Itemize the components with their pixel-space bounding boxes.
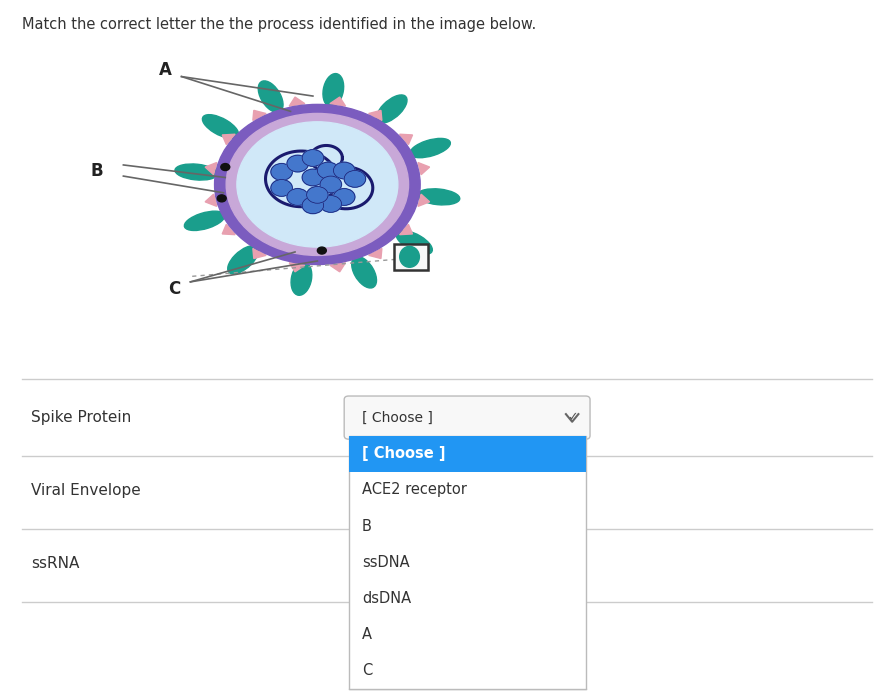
Circle shape [287, 155, 308, 172]
FancyBboxPatch shape [349, 436, 586, 689]
Text: A: A [362, 627, 372, 642]
Polygon shape [253, 248, 266, 258]
Polygon shape [400, 224, 412, 235]
Ellipse shape [291, 262, 312, 295]
Text: ACE2 receptor: ACE2 receptor [362, 482, 467, 498]
Circle shape [320, 176, 342, 193]
Circle shape [271, 180, 292, 196]
Circle shape [217, 195, 226, 202]
Polygon shape [205, 163, 216, 175]
Polygon shape [400, 134, 412, 145]
Circle shape [302, 169, 324, 186]
Ellipse shape [228, 246, 258, 274]
Ellipse shape [400, 246, 419, 267]
FancyBboxPatch shape [344, 396, 590, 439]
Circle shape [221, 164, 230, 171]
FancyBboxPatch shape [349, 436, 586, 472]
Text: ✓: ✓ [567, 411, 578, 424]
Text: Spike Protein: Spike Protein [31, 410, 131, 425]
Circle shape [317, 247, 326, 254]
Circle shape [344, 171, 366, 187]
Text: C: C [168, 280, 181, 298]
Circle shape [237, 122, 398, 247]
Circle shape [302, 150, 324, 166]
Polygon shape [418, 163, 430, 175]
Ellipse shape [396, 230, 433, 254]
Ellipse shape [202, 115, 239, 139]
Polygon shape [330, 97, 345, 106]
Ellipse shape [417, 189, 460, 205]
Circle shape [287, 189, 308, 205]
Ellipse shape [184, 211, 224, 230]
Text: Match the correct letter the the process identified in the image below.: Match the correct letter the the process… [22, 17, 536, 33]
Circle shape [333, 162, 355, 179]
Polygon shape [223, 224, 235, 235]
Ellipse shape [410, 139, 451, 158]
Polygon shape [418, 194, 430, 206]
Ellipse shape [376, 95, 407, 123]
Text: B: B [90, 161, 103, 180]
Circle shape [307, 187, 328, 203]
Text: [ Choose ]: [ Choose ] [362, 446, 445, 461]
Ellipse shape [351, 257, 376, 288]
Circle shape [215, 104, 420, 264]
Text: A: A [159, 61, 172, 79]
Text: C: C [362, 663, 372, 679]
Polygon shape [368, 111, 382, 120]
Text: [ Choose ]: [ Choose ] [362, 411, 433, 425]
Circle shape [333, 189, 355, 205]
Text: B: B [362, 519, 372, 534]
Polygon shape [368, 248, 382, 258]
Circle shape [320, 196, 342, 212]
Text: ssDNA: ssDNA [362, 555, 409, 570]
Ellipse shape [323, 74, 343, 106]
Polygon shape [330, 263, 345, 272]
Circle shape [226, 113, 409, 255]
Circle shape [317, 162, 339, 179]
FancyBboxPatch shape [394, 244, 428, 270]
Circle shape [271, 164, 292, 180]
Polygon shape [290, 97, 305, 106]
Text: dsDNA: dsDNA [362, 591, 411, 606]
Polygon shape [205, 194, 216, 206]
Text: ssRNA: ssRNA [31, 556, 80, 571]
Circle shape [302, 197, 324, 214]
Ellipse shape [258, 81, 283, 112]
Ellipse shape [175, 164, 217, 180]
Text: Viral Envelope: Viral Envelope [31, 483, 141, 498]
Polygon shape [290, 263, 305, 272]
Polygon shape [253, 111, 266, 120]
Polygon shape [223, 134, 235, 145]
